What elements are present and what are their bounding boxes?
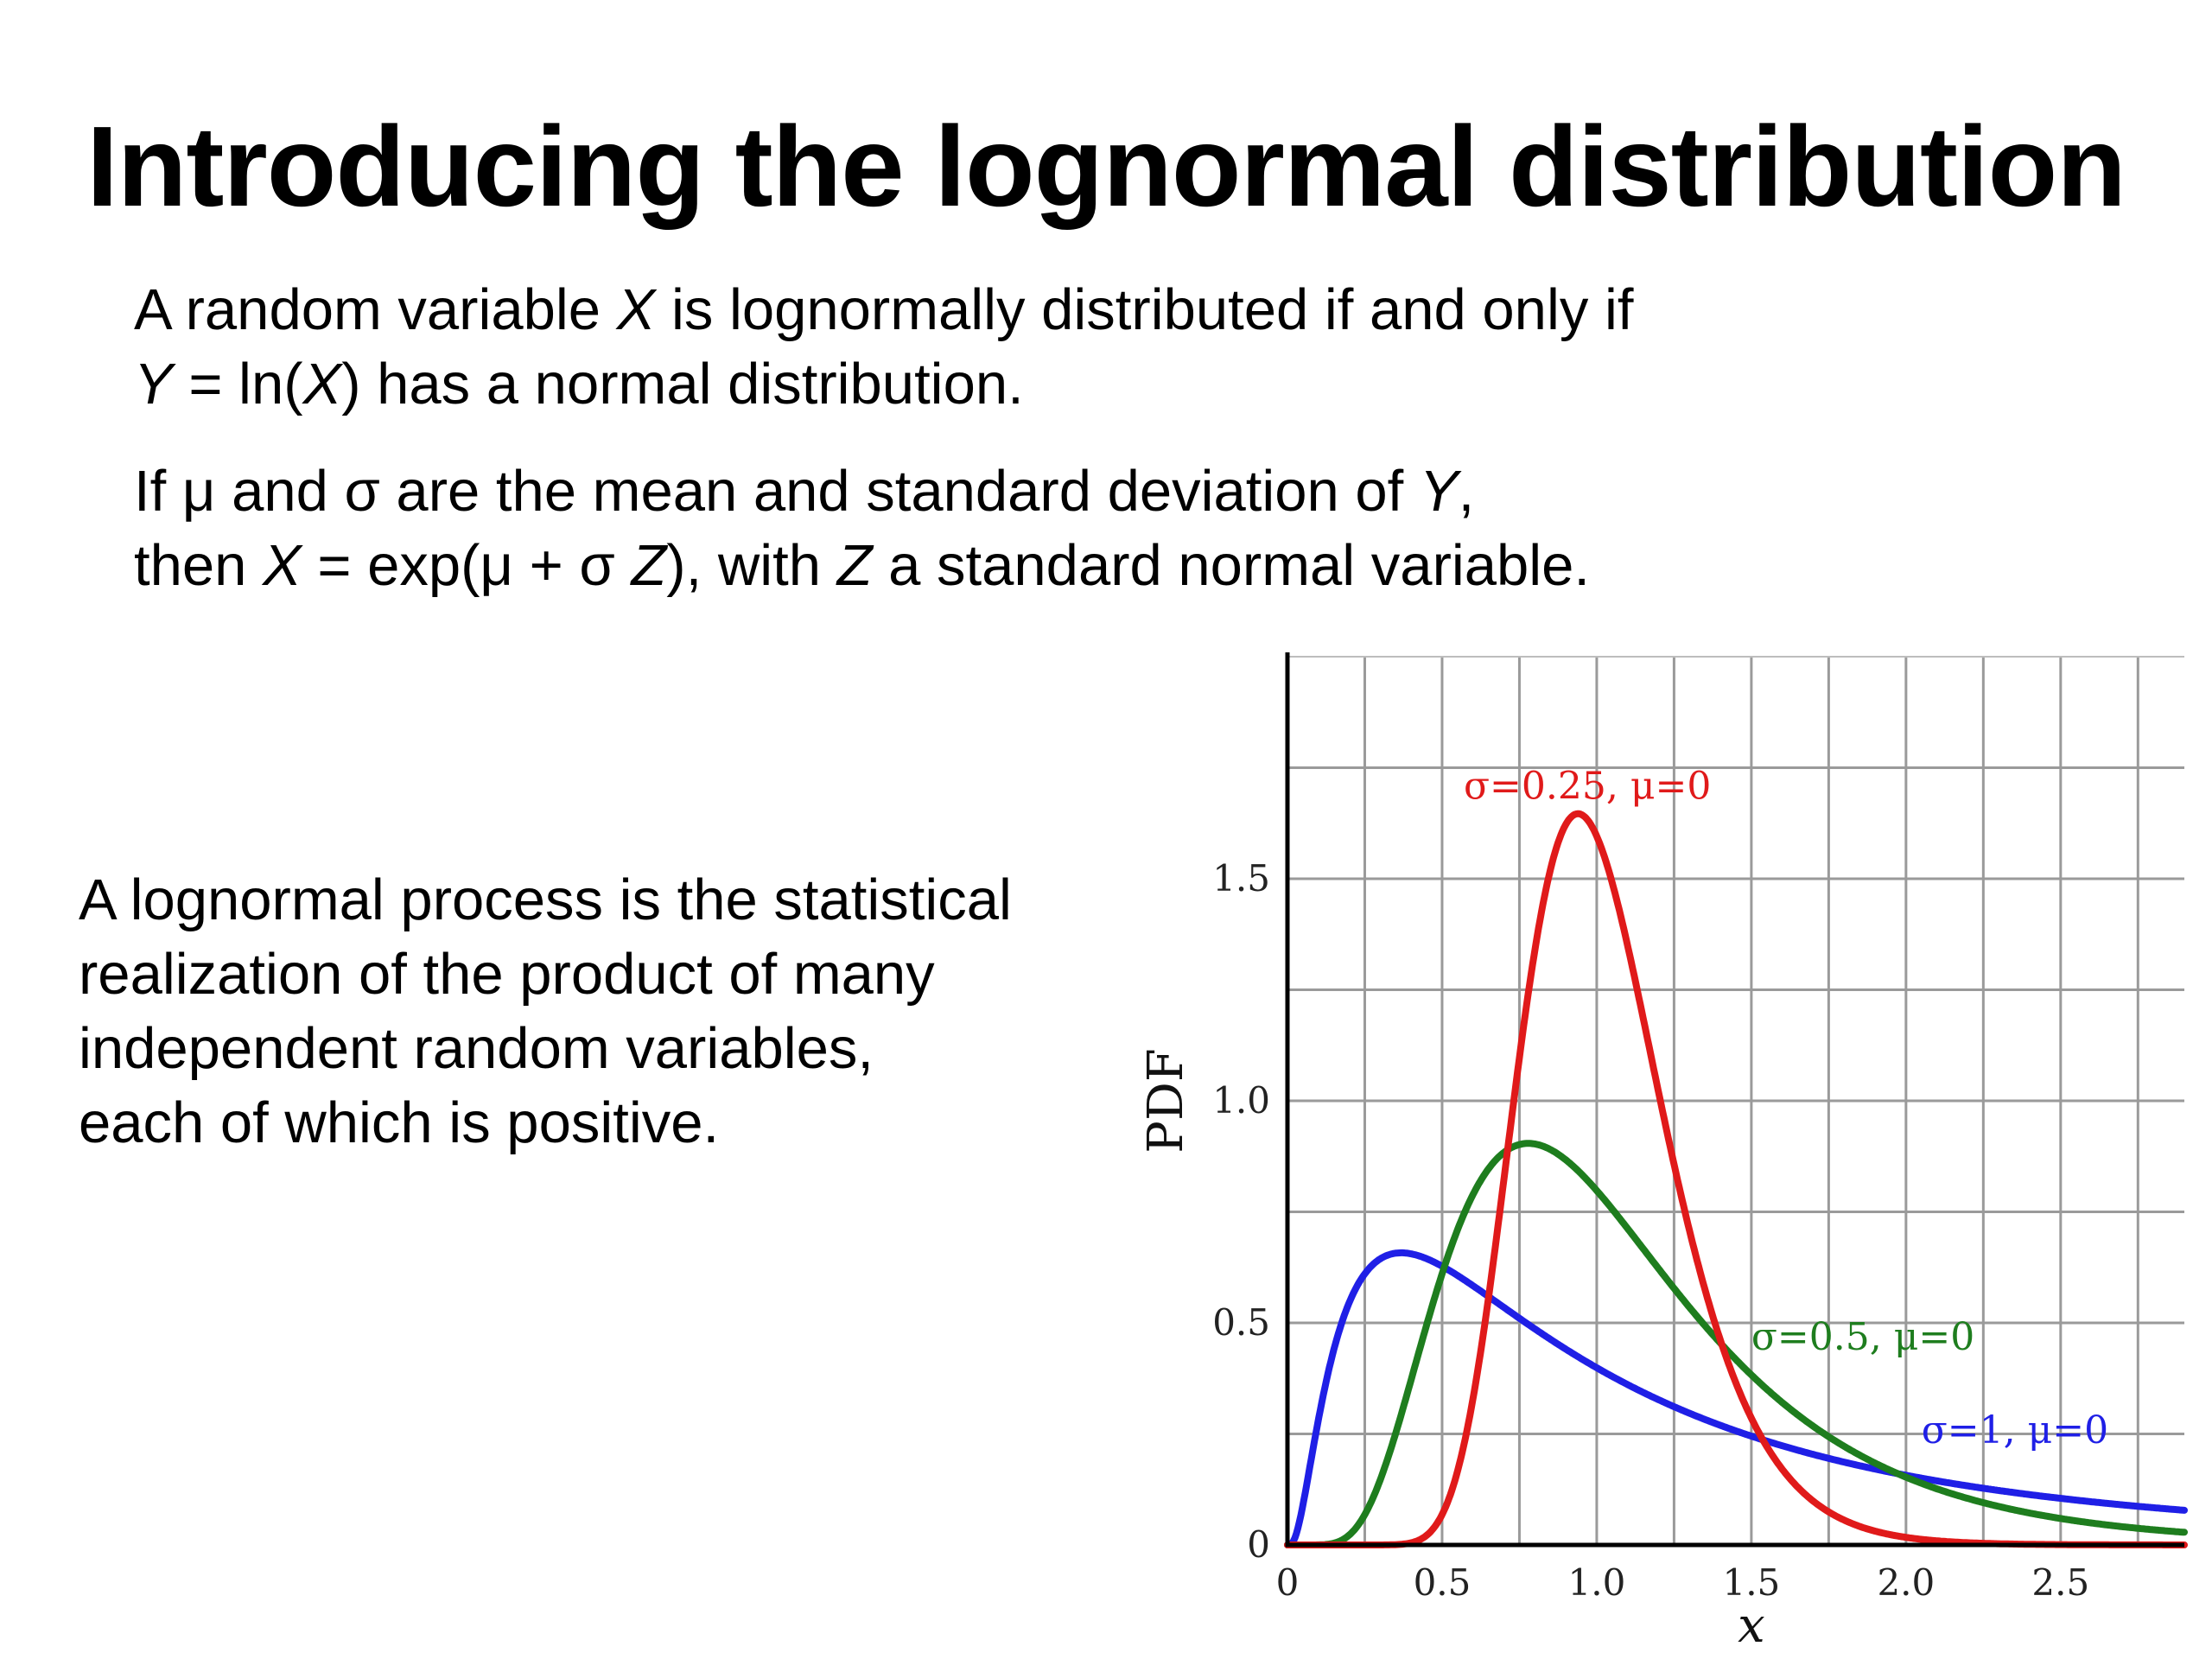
variable-z: Z (631, 533, 667, 598)
variable-z: Z (836, 533, 873, 598)
chart-curve-labels: σ=1, μ=0 σ=0.5, μ=0 σ=0.25, μ=0 (1464, 764, 2108, 1452)
y-axis-label: PDF (1138, 1048, 1194, 1153)
variable-x: X (616, 277, 656, 342)
curve-label-sigma-0-25: σ=0.25, μ=0 (1464, 764, 1711, 808)
definition-paragraph: A random variable X is lognormally distr… (134, 273, 1633, 422)
variable-x: X (263, 533, 302, 598)
curve-label-sigma-1: σ=1, μ=0 (1922, 1408, 2108, 1452)
x-tick-label: 0.5 (1414, 1561, 1471, 1604)
process-paragraph: A lognormal process is the statistical r… (79, 863, 1012, 1160)
relation-text: If μ and σ are the mean and standard dev… (134, 459, 1420, 524)
curve-label-sigma-0-5: σ=0.5, μ=0 (1751, 1315, 1974, 1359)
slide-title: Introducing the lognormal distribution (86, 103, 2126, 230)
variable-x: X (302, 352, 342, 416)
chart-grid (1287, 656, 2184, 1545)
definition-text: ) has a normal distribution. (341, 352, 1024, 416)
y-tick-label: 0.5 (1212, 1301, 1270, 1344)
relation-line-2: then X = exp(μ + σ Z), with Z a standard… (134, 529, 1590, 603)
relation-paragraph: If μ and σ are the mean and standard dev… (134, 454, 1590, 603)
relation-text: , (1458, 459, 1475, 524)
variable-y: Y (1419, 459, 1459, 524)
definition-line-1: A random variable X is lognormally distr… (134, 273, 1633, 347)
x-tick-label: 1.0 (1568, 1561, 1626, 1604)
x-tick-label: 2.0 (1877, 1561, 1935, 1604)
relation-line-1: If μ and σ are the mean and standard dev… (134, 454, 1590, 529)
pdf-curve-sigma-0-5 (1284, 1140, 2188, 1548)
chart-axes (1285, 652, 2184, 1548)
process-line: each of which is positive. (79, 1090, 720, 1155)
process-line: independent random variables, (79, 1016, 874, 1081)
relation-text: a standard normal variable. (872, 533, 1591, 598)
relation-text: ), with (666, 533, 837, 598)
x-tick-label: 2.5 (2031, 1561, 2089, 1604)
x-tick-label: 0 (1276, 1561, 1300, 1604)
definition-text: A random variable (134, 277, 617, 342)
relation-text: = exp(μ + σ (301, 533, 632, 598)
definition-line-2: Y = ln(X) has a normal distribution. (134, 347, 1633, 422)
x-tick-label: 1.5 (1722, 1561, 1780, 1604)
definition-text: = ln( (172, 352, 303, 416)
y-tick-label: 0 (1247, 1523, 1270, 1566)
process-line: A lognormal process is the statistical (79, 868, 1012, 932)
y-tick-label: 1.0 (1212, 1079, 1270, 1122)
y-tick-label: 1.5 (1212, 857, 1270, 899)
variable-y: Y (134, 352, 173, 416)
relation-text: then (134, 533, 264, 598)
definition-text: is lognormally distributed if and only i… (655, 277, 1634, 342)
process-line: realization of the product of many (79, 942, 935, 1007)
x-axis-label: x (1738, 1598, 1765, 1650)
pdf-curve-sigma-1 (1284, 1249, 2188, 1548)
